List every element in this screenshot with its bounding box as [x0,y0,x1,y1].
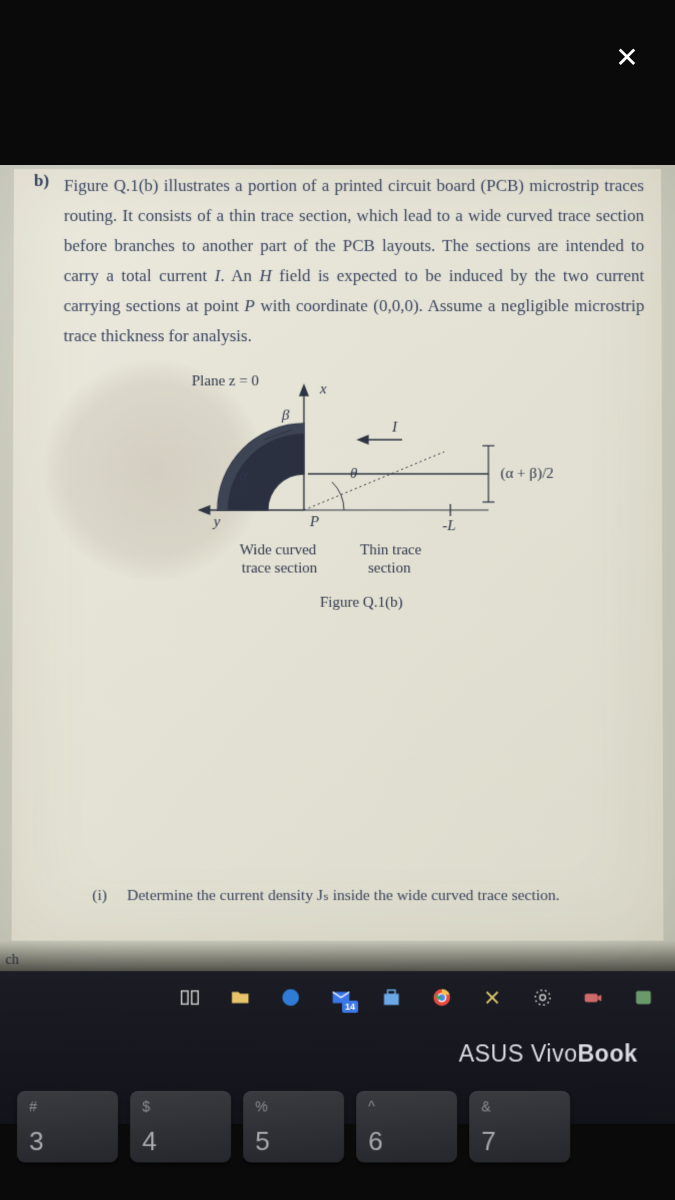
misc-icon[interactable] [632,986,654,1008]
store-icon[interactable] [380,986,402,1008]
windows-taskbar: 14 [179,977,655,1018]
keyboard-key[interactable]: %5 [243,1091,344,1162]
laptop-brand: ASUS VivoBook [459,1042,638,1065]
chrome-icon[interactable] [431,986,453,1008]
fig-theta: θ [350,466,358,482]
screen-bottom-fade [0,941,675,971]
part-label: b) [34,171,49,191]
key-main-label: 7 [481,1128,496,1154]
fig-thin-label-1: Thin trace [360,542,422,558]
key-main-label: 6 [368,1128,383,1154]
key-alt-label: % [255,1099,268,1113]
task-view-icon[interactable] [179,986,201,1008]
fig-axis-y: y [212,514,221,530]
fig-width-label: (α + β)/2 [500,466,553,482]
laptop-screen: b) Figure Q.1(b) illustrates a portion o… [0,165,675,971]
key-main-label: 3 [29,1128,44,1154]
fig-alpha: α [240,468,249,484]
fig-plane-label: Plane z = 0 [192,373,259,389]
key-alt-label: & [481,1099,490,1113]
fig-thin-label-2: section [368,560,411,576]
fig-beta: β [281,408,290,424]
laptop-bezel: 14 ASUS VivoBook #3$4%5^6&7 [0,971,675,1124]
close-app-icon[interactable] [481,986,503,1008]
fig-caption: Figure Q.1(b) [320,595,403,611]
subq-number: (i) [92,887,107,904]
settings-icon[interactable] [532,986,554,1008]
close-icon[interactable]: ✕ [609,40,645,76]
keyboard-key[interactable]: $4 [130,1091,231,1162]
fig-current: I [391,420,398,436]
exam-page: b) Figure Q.1(b) illustrates a portion o… [12,169,664,941]
fig-wide-label-1: Wide curved [240,542,317,558]
mail-badge-count: 14 [342,1001,358,1013]
figure-q1b: Plane z = 0 x y P β α θ I -L (α + β)/2 W… [143,369,575,641]
key-main-label: 5 [255,1128,270,1154]
explorer-icon[interactable] [229,986,251,1008]
keyboard-key[interactable]: ^6 [356,1091,457,1162]
key-alt-label: $ [142,1099,150,1113]
keyboard-key[interactable]: #3 [17,1091,118,1162]
keyboard-row: #3$4%5^6&7 [17,1091,570,1162]
keyboard-key[interactable]: &7 [469,1091,570,1162]
subq-text: Determine the current density Jₛ inside … [127,887,560,904]
fig-axis-x: x [319,381,327,397]
laptop-photo: b) Figure Q.1(b) illustrates a portion o… [0,165,675,1124]
key-main-label: 4 [142,1128,157,1154]
key-alt-label: ^ [368,1099,375,1113]
camera-icon[interactable] [582,986,604,1008]
mail-icon[interactable]: 14 [330,986,352,1008]
sub-question-i: (i) Determine the current density Jₛ ins… [92,886,560,905]
fig-negL: -L [442,518,455,534]
fig-point-p: P [309,514,319,530]
edge-icon[interactable] [280,986,302,1008]
fig-wide-label-2: trace section [242,560,318,576]
key-alt-label: # [29,1099,37,1113]
problem-body: Figure Q.1(b) illustrates a portion of a… [64,171,645,351]
